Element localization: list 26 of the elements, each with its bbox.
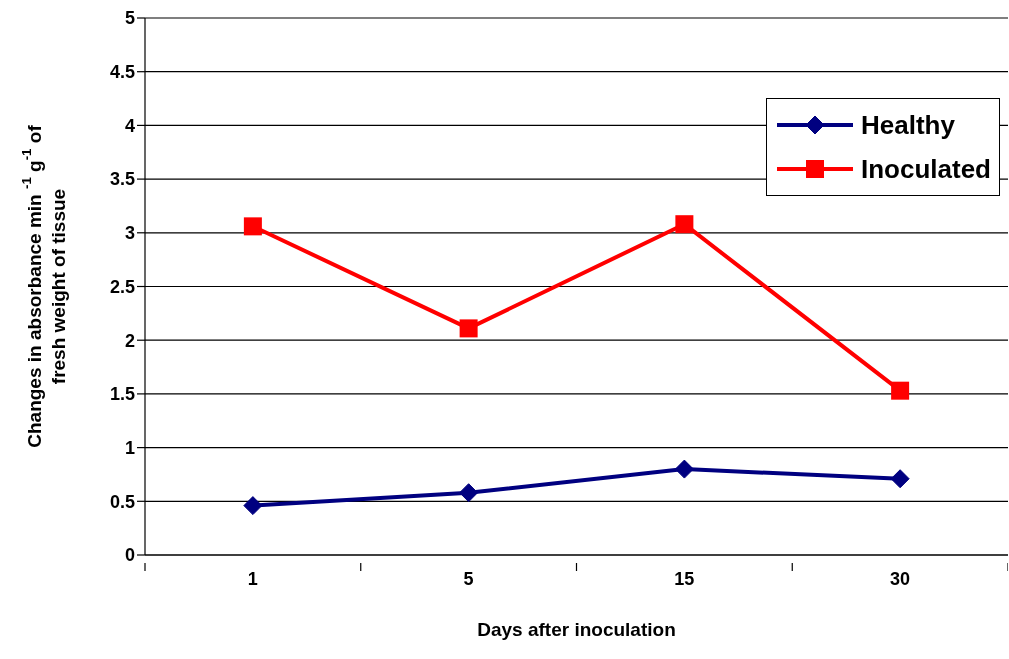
y-tick-label: 1 xyxy=(124,437,135,458)
y-tick-label: 1.5 xyxy=(109,384,135,405)
legend-label: Healthy xyxy=(860,109,955,141)
point xyxy=(674,459,694,479)
y-tick-label: 2 xyxy=(124,330,135,351)
point xyxy=(243,217,262,236)
point xyxy=(891,381,910,400)
point xyxy=(459,319,478,338)
y-tick-label: 0.5 xyxy=(109,491,135,512)
point xyxy=(243,496,263,516)
x-tick-label: 1 xyxy=(247,569,258,589)
x-tick-label: 15 xyxy=(674,569,695,589)
point xyxy=(459,483,479,503)
y-tick-label: 4 xyxy=(124,115,135,136)
point xyxy=(675,215,694,234)
x-tick-label: 30 xyxy=(890,569,911,589)
y-tick-label: 5 xyxy=(124,8,135,29)
x-axis-title: Days after inoculation xyxy=(477,619,676,640)
point xyxy=(890,469,910,489)
legend-label: Inoculated xyxy=(860,153,991,185)
y-tick-label: 0 xyxy=(124,545,135,566)
y-tick-label: 2.5 xyxy=(109,276,135,297)
y-tick-label: 3 xyxy=(124,223,135,244)
x-tick-label: 5 xyxy=(463,569,474,589)
y-tick-label: 4.5 xyxy=(109,62,135,83)
y-tick-label: 3.5 xyxy=(109,169,135,190)
